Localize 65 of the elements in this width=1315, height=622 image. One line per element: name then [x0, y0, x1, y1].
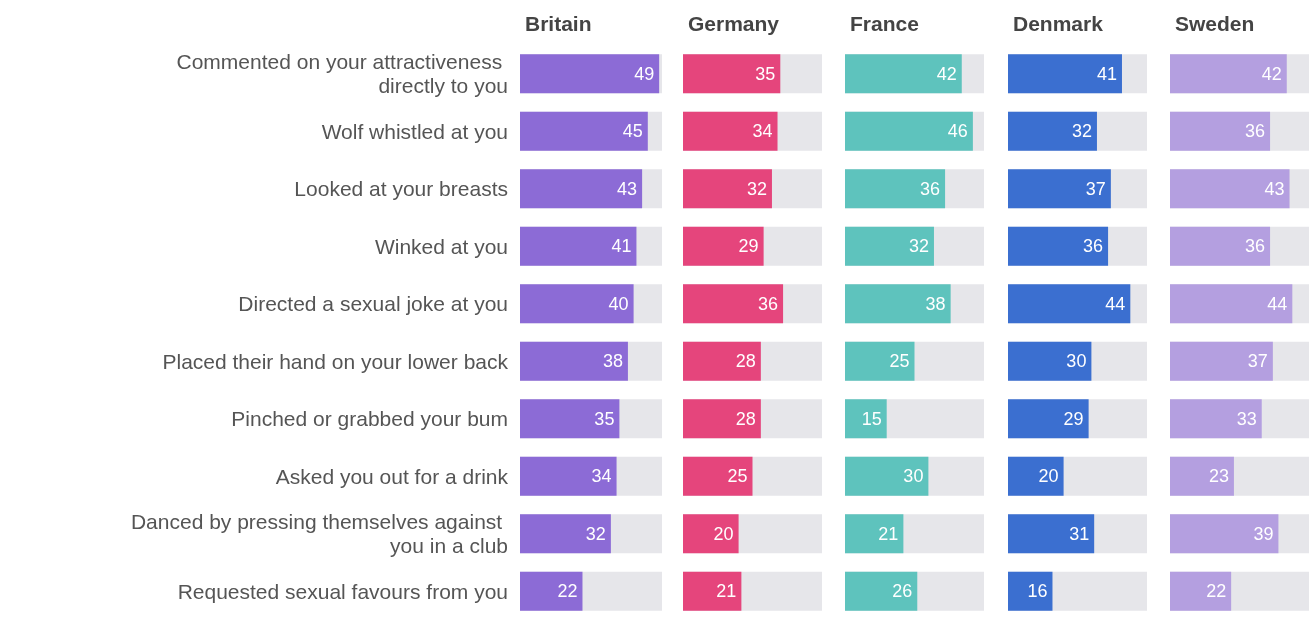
data-label: 45	[622, 121, 643, 142]
data-label: 20	[713, 523, 734, 544]
data-label: 23	[1208, 466, 1229, 487]
data-label: 42	[1261, 63, 1282, 84]
data-label: 38	[925, 293, 946, 314]
data-label: 29	[1063, 408, 1084, 429]
chart-title: Britain	[525, 12, 592, 35]
y-tick-label: Danced by pressing themselves against you in a club	[130, 510, 508, 558]
y-tick-label: Placed their hand on your lower back	[162, 349, 509, 373]
data-label: 36	[1245, 236, 1266, 257]
chart-title: Germany	[688, 12, 780, 35]
data-label: 22	[1206, 581, 1227, 602]
data-label: 32	[746, 178, 767, 199]
data-label: 40	[608, 293, 629, 314]
data-label: 30	[903, 466, 924, 487]
data-label: 36	[1245, 121, 1266, 142]
data-label: 32	[908, 236, 929, 257]
data-label: 25	[889, 351, 910, 372]
data-label: 39	[1253, 523, 1274, 544]
data-label: 22	[557, 581, 578, 602]
data-label: 36	[920, 178, 941, 199]
data-label: 32	[1071, 121, 1092, 142]
data-label: 16	[1027, 581, 1048, 602]
data-label: 20	[1038, 466, 1059, 487]
data-label: 26	[892, 581, 913, 602]
data-label: 36	[758, 293, 779, 314]
data-label: 43	[617, 178, 638, 199]
y-tick-label: Directed a sexual joke at you	[238, 292, 508, 316]
data-label: 42	[936, 63, 957, 84]
data-label: 31	[1069, 523, 1090, 544]
data-label: 30	[1066, 351, 1087, 372]
data-label: 28	[735, 351, 756, 372]
y-tick-label: Requested sexual favours from you	[177, 579, 508, 603]
data-label: 44	[1267, 293, 1288, 314]
data-label: 32	[585, 523, 606, 544]
data-label: 21	[878, 523, 899, 544]
chart-title: France	[850, 12, 919, 35]
chart-title: Denmark	[1013, 12, 1104, 35]
data-label: 28	[735, 408, 756, 429]
data-label: 29	[738, 236, 759, 257]
data-label: 37	[1247, 351, 1268, 372]
data-label: 21	[716, 581, 737, 602]
data-label: 41	[1096, 63, 1117, 84]
chart-title: Sweden	[1175, 12, 1255, 35]
data-label: 43	[1264, 178, 1285, 199]
data-label: 49	[634, 63, 655, 84]
data-label: 41	[611, 236, 632, 257]
data-label: 15	[861, 408, 882, 429]
data-label: 46	[947, 121, 968, 142]
y-tick-label: Pinched or grabbed your bum	[231, 407, 508, 431]
y-tick-label: Asked you out for a drink	[275, 464, 509, 488]
data-label: 37	[1085, 178, 1106, 199]
data-label: 34	[752, 121, 773, 142]
y-tick-label: Wolf whistled at you	[321, 119, 508, 143]
data-label: 34	[591, 466, 612, 487]
data-label: 33	[1236, 408, 1257, 429]
data-label: 36	[1083, 236, 1104, 257]
data-label: 38	[602, 351, 623, 372]
data-label: 35	[755, 63, 776, 84]
data-label: 25	[727, 466, 748, 487]
y-tick-label: Commented on your attractiveness directly to you	[176, 50, 508, 98]
data-label: 35	[594, 408, 615, 429]
data-label: 44	[1105, 293, 1126, 314]
y-tick-label: Looked at your breasts	[294, 177, 508, 201]
y-tick-label: Winked at you	[374, 234, 508, 258]
